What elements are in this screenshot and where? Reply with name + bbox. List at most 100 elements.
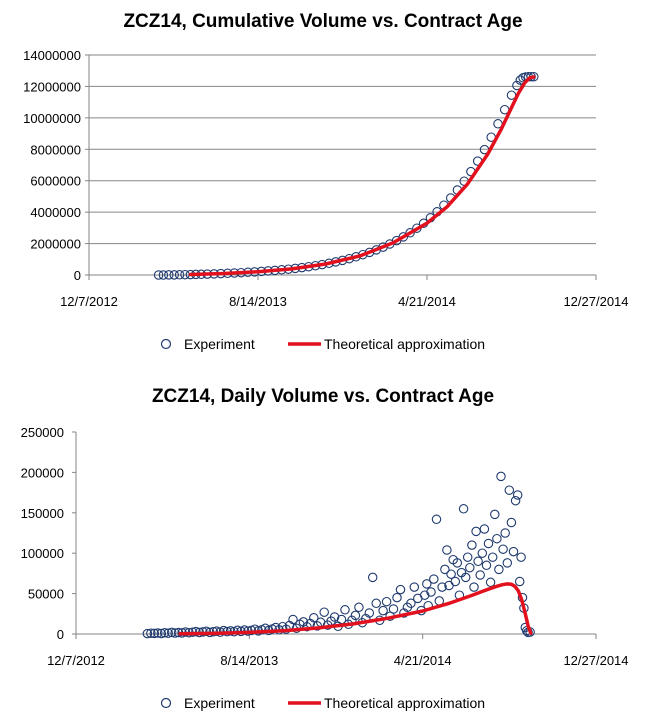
c2-experiment-point <box>406 598 416 609</box>
chart1-experiment-series <box>153 71 539 280</box>
c2-experiment-point <box>512 490 523 500</box>
c2-experiment-point <box>510 495 521 506</box>
c2-experiment-point <box>431 514 442 525</box>
c2-experiment-point <box>437 582 447 592</box>
c2-experiment-point <box>498 544 508 554</box>
c2-experiment-point <box>350 610 361 621</box>
c2-experiment-point <box>465 562 475 573</box>
c2-experiment-point <box>149 628 160 639</box>
c1-x-tick-label: 12/7/2012 <box>60 294 118 309</box>
c2-x-tick-label: 4/21/2014 <box>394 653 452 668</box>
c2-experiment-point <box>500 528 510 538</box>
c2-x-tick-label: 12/7/2012 <box>47 653 105 668</box>
c2-experiment-point <box>473 556 483 567</box>
c2-x-tick-label: 12/27/2014 <box>563 653 628 668</box>
c2-experiment-point <box>460 572 471 583</box>
chart2-legend-experiment-marker <box>160 697 172 709</box>
chart2-legend-theory-label: Theoretical approximation <box>324 695 485 711</box>
c2-experiment-point <box>514 576 525 587</box>
c2-experiment-point <box>479 524 490 534</box>
c2-experiment-point <box>426 587 436 597</box>
c2-experiment-point <box>388 604 399 614</box>
chart2-legend: Experiment Theoretical approximation <box>160 695 485 711</box>
c1-y-tick-label: 8000000 <box>30 142 81 157</box>
c2-experiment-point <box>340 605 350 615</box>
chart2-experiment-series <box>142 471 535 639</box>
c2-experiment-point <box>354 602 364 613</box>
c2-experiment-point <box>381 596 392 607</box>
c2-experiment-point <box>475 570 485 580</box>
c1-y-tick-label: 0 <box>74 268 81 283</box>
c2-experiment-point <box>490 509 500 520</box>
c2-x-tick-label: 8/14/2013 <box>220 653 278 668</box>
chart1-title: ZCZ14, Cumulative Volume vs. Contract Ag… <box>123 11 522 32</box>
c1-x-tick-label: 8/14/2013 <box>229 294 287 309</box>
c2-experiment-point <box>504 485 515 495</box>
c2-experiment-point <box>496 471 506 482</box>
c2-y-tick-label: 50000 <box>28 587 64 602</box>
c1-experiment-point <box>158 270 169 280</box>
c1-y-tick-label: 4000000 <box>30 205 81 220</box>
c2-experiment-point <box>516 552 526 562</box>
c2-experiment-point <box>225 626 236 636</box>
c2-experiment-point <box>367 572 378 583</box>
chart2-title: ZCZ14, Daily Volume vs. Contract Age <box>152 386 494 407</box>
chart1-theory-line <box>188 75 536 277</box>
c2-experiment-point <box>450 576 461 587</box>
c1-experiment-point <box>169 270 179 280</box>
chart1-legend-experiment-marker <box>160 338 172 350</box>
c2-experiment-point <box>442 545 452 555</box>
c2-y-tick-label: 250000 <box>21 425 64 440</box>
c2-experiment-point <box>378 605 388 616</box>
c2-experiment-point <box>298 617 309 627</box>
c1-y-tick-label: 2000000 <box>30 237 81 252</box>
c2-experiment-point <box>409 582 420 592</box>
c2-experiment-point <box>153 628 163 638</box>
chart2-legend-experiment-label: Experiment <box>184 695 255 711</box>
c2-experiment-point <box>487 552 498 562</box>
c2-experiment-point <box>422 579 432 589</box>
c2-experiment-point <box>146 628 156 638</box>
c2-experiment-point <box>142 628 153 639</box>
c1-experiment-point <box>515 75 526 85</box>
c2-experiment-point <box>392 592 402 603</box>
c2-y-tick-label: 100000 <box>21 546 64 561</box>
c2-experiment-point <box>166 627 177 638</box>
c2-experiment-point <box>156 628 167 639</box>
chart1-legend: Experiment Theoretical approximation <box>160 336 485 352</box>
c2-experiment-point <box>395 584 406 595</box>
daily-volume-chart: ZCZ14, Daily Volume vs. Contract Age 0 50… <box>21 386 629 711</box>
c1-x-tick-label: 4/21/2014 <box>398 294 456 309</box>
c2-experiment-point <box>429 574 439 584</box>
chart2-x-tick-labels: 12/7/2012 8/14/2013 4/21/2014 12/27/2014 <box>47 634 629 668</box>
c2-experiment-point <box>452 558 463 568</box>
c2-experiment-point <box>481 560 492 571</box>
chart2-theory-line <box>178 582 533 636</box>
chart1-legend-theory-label: Theoretical approximation <box>324 336 485 352</box>
c2-experiment-point <box>477 548 488 558</box>
c1-y-tick-label: 12000000 <box>23 79 81 94</box>
c2-experiment-point <box>163 628 173 638</box>
c1-experiment-point <box>512 80 522 91</box>
c2-experiment-point <box>159 628 170 638</box>
c1-experiment-point <box>405 228 415 238</box>
c2-experiment-point <box>419 590 430 600</box>
c2-experiment-point <box>302 621 312 632</box>
c2-experiment-point <box>506 517 517 528</box>
c2-y-tick-label: 0 <box>57 627 64 642</box>
c2-y-tick-label: 150000 <box>21 506 64 521</box>
c1-experiment-point <box>398 232 409 242</box>
chart1-gridlines <box>89 54 596 245</box>
c2-experiment-point <box>467 540 477 550</box>
c1-y-tick-label: 10000000 <box>23 111 81 126</box>
c2-experiment-point <box>471 526 481 537</box>
c2-experiment-point <box>462 552 473 562</box>
c2-experiment-point <box>440 564 450 575</box>
chart2-y-tick-labels: 0 50000 100000 150000 200000 250000 <box>21 425 76 642</box>
c2-experiment-point <box>288 614 298 625</box>
c2-experiment-point <box>483 538 494 549</box>
c2-experiment-point <box>508 546 519 557</box>
c2-experiment-point <box>469 582 479 592</box>
